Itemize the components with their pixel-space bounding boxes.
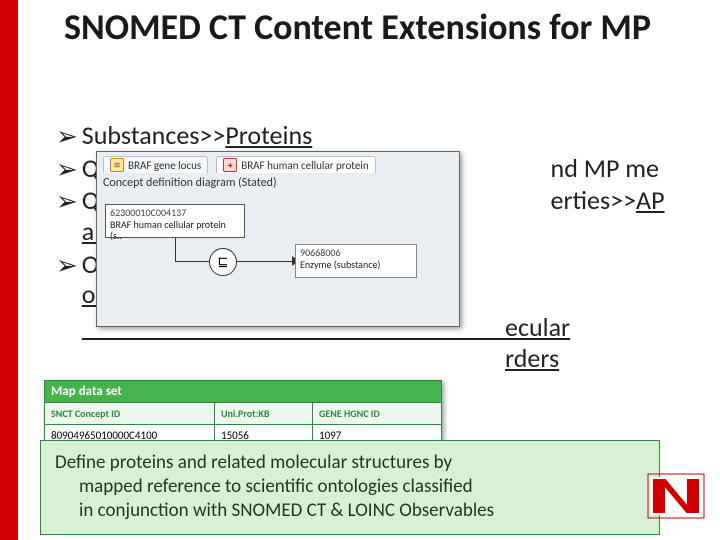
bullet-arrow-icon: ➢: [56, 250, 78, 311]
subset-symbol-icon: ⊑: [209, 248, 237, 276]
bullet-item: ➢ Substances>>Proteins: [56, 120, 686, 151]
col-header: SNCT Concept ID: [45, 402, 215, 424]
concept-id: 62300010C004137: [110, 207, 240, 219]
nebraska-n-logo-icon: [646, 472, 706, 520]
bullet-arrow-icon: ➢: [56, 121, 78, 152]
diagram-caption: Concept definition diagram (Stated): [103, 176, 277, 190]
col-header: Uni.Prot:KB: [215, 402, 313, 424]
concept-node-target[interactable]: 90668006 Enzyme (substance): [295, 244, 417, 278]
col-header: GENE HGNC ID: [313, 402, 441, 424]
bullet-arrow-icon: ➢: [56, 186, 78, 247]
tab-label: BRAF human cellular protein: [241, 159, 368, 172]
tab-gene-locus[interactable]: ≋ BRAF gene locus: [103, 156, 208, 173]
dna-icon: ≋: [110, 158, 124, 172]
map-data-table: Map data set SNCT Concept ID Uni.Prot:KB…: [44, 380, 442, 447]
bullet-underline: Proteins: [225, 119, 312, 151]
tab-label: BRAF gene locus: [128, 159, 201, 172]
bullet-arrow-icon: ➢: [56, 154, 78, 185]
connector-line: [175, 261, 209, 262]
brand-red-bar: [0, 0, 18, 540]
summary-caption-box: Define proteins and related molecular st…: [40, 440, 660, 535]
table-header-row: SNCT Concept ID Uni.Prot:KB GENE HGNC ID: [45, 402, 441, 424]
caption-line: in conjunction with SNOMED CT & LOINC Ob…: [55, 499, 645, 523]
connector-line: [175, 238, 176, 262]
concept-diagram-panel: ≋ BRAF gene locus + BRAF human cellular …: [96, 151, 460, 327]
bullet-text: Substances>>Proteins: [82, 120, 686, 151]
connector-line: [237, 261, 295, 262]
bullet-prefix: Substances>>: [82, 119, 226, 151]
caption-line: mapped reference to scientific ontologie…: [55, 475, 645, 499]
caption-line: Define proteins and related molecular st…: [55, 451, 452, 474]
concept-name: Enzyme (substance): [300, 259, 412, 271]
tab-cellular-protein[interactable]: + BRAF human cellular protein: [216, 156, 375, 173]
diagram-tabs: ≋ BRAF gene locus + BRAF human cellular …: [97, 152, 382, 174]
slide-title: SNOMED CT Content Extensions for MP: [64, 8, 684, 47]
concept-id: 90668006: [300, 247, 412, 259]
medical-cross-icon: +: [223, 158, 237, 172]
concept-node-source[interactable]: 62300010C004137 BRAF human cellular prot…: [105, 204, 245, 238]
slide-root: SNOMED CT Content Extensions for MP ➢ Su…: [0, 0, 720, 540]
map-table-title: Map data set: [45, 381, 441, 402]
bullet-underline: rders: [505, 342, 559, 374]
